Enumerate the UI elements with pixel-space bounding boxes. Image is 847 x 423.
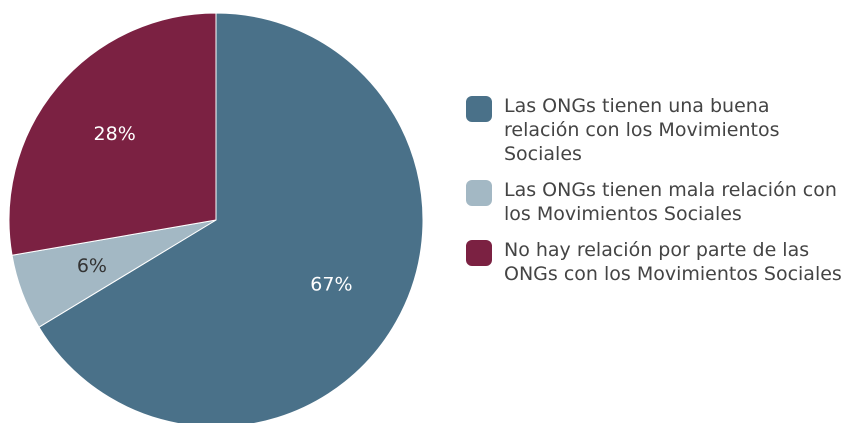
legend-swatch [466, 180, 492, 206]
pie-chart: 67% 6% 28% [8, 12, 424, 423]
legend-label: Las ONGs tienen mala relación con los Mo… [504, 179, 837, 225]
legend-label: No hay relación por parte de las ONGs co… [504, 239, 842, 285]
legend: Las ONGs tienen una buena relación con l… [466, 94, 846, 298]
legend-item: Las ONGs tienen mala relación con los Mo… [466, 178, 846, 226]
legend-item: No hay relación por parte de las ONGs co… [466, 238, 846, 286]
legend-swatch [466, 240, 492, 266]
pie-slice [38, 12, 424, 423]
legend-label: Las ONGs tienen una buena relación con l… [504, 95, 780, 165]
slice-label: 28% [94, 123, 136, 145]
slice-label: 6% [77, 255, 107, 277]
legend-swatch [466, 96, 492, 122]
pie-slice [8, 12, 217, 256]
legend-item: Las ONGs tienen una buena relación con l… [466, 94, 846, 166]
slice-label: 67% [310, 274, 352, 296]
